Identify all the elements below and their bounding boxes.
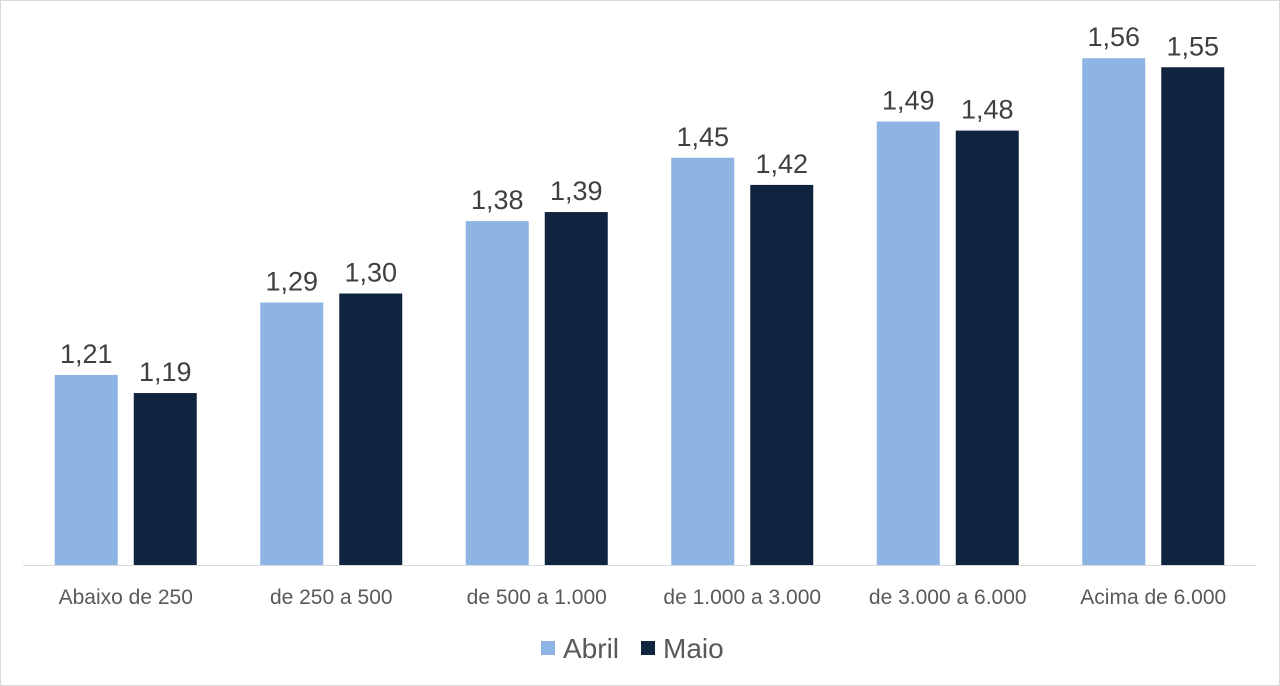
bar-maio — [339, 293, 403, 565]
x-tick-label: de 250 a 500 — [270, 586, 393, 609]
x-tick-label: de 500 a 1.000 — [467, 586, 607, 609]
legend-swatch-maio — [641, 641, 656, 655]
data-label: 1,29 — [265, 267, 318, 297]
bar-abril — [260, 302, 324, 565]
data-label: 1,49 — [882, 86, 935, 116]
bar-maio — [1161, 67, 1225, 565]
data-label: 1,38 — [471, 185, 524, 215]
data-label: 1,56 — [1087, 22, 1140, 52]
bar-maio — [133, 393, 197, 565]
legend-swatch-abril — [541, 641, 555, 655]
bar-maio — [750, 184, 814, 565]
x-tick-label: de 1.000 a 3.000 — [663, 586, 821, 609]
data-label: 1,21 — [60, 339, 113, 369]
bar-maio — [544, 212, 608, 566]
data-label: 1,19 — [139, 357, 192, 387]
data-label: 1,48 — [961, 95, 1014, 125]
bar-abril — [876, 121, 940, 566]
legend-label: Maio — [663, 633, 724, 664]
data-label: 1,42 — [755, 149, 808, 179]
bar-abril — [1082, 58, 1146, 565]
legend-label: Abril — [563, 633, 619, 664]
bar-abril — [465, 221, 529, 565]
x-tick-label: Acima de 6.000 — [1080, 586, 1226, 609]
bar-maio — [955, 130, 1019, 565]
data-label: 1,55 — [1166, 31, 1219, 61]
x-tick-label: de 3.000 a 6.000 — [869, 586, 1027, 609]
data-label: 1,39 — [550, 176, 603, 206]
bar-abril — [671, 157, 735, 565]
data-label: 1,30 — [344, 258, 397, 288]
data-label: 1,45 — [676, 122, 729, 152]
x-tick-label: Abaixo de 250 — [59, 586, 193, 609]
bar-abril — [54, 374, 118, 565]
